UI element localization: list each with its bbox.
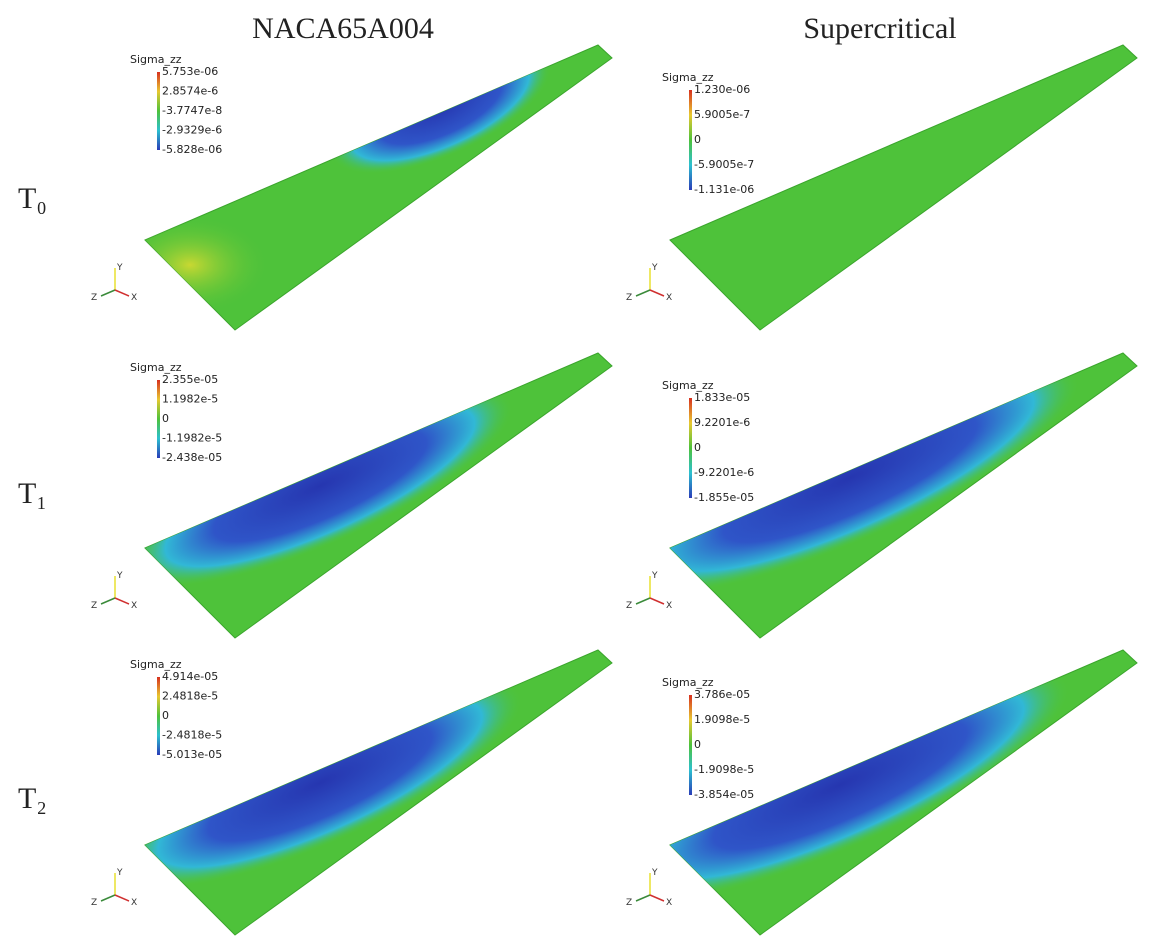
- panel: Sigma_zz5.753e-062.8574e-6-3.7747e-8-2.9…: [91, 15, 612, 330]
- legend-label: -9.2201e-6: [694, 466, 754, 479]
- axis-z: [101, 290, 115, 296]
- axis-x: [115, 598, 129, 604]
- color-bar: [157, 380, 160, 458]
- axis-label: X: [131, 293, 137, 303]
- legend-label: -2.438e-05: [162, 451, 222, 464]
- axis-label: Y: [651, 571, 658, 581]
- axis-label: Z: [91, 898, 97, 908]
- legend-label: 9.2201e-6: [694, 416, 750, 429]
- legend-label: 0: [694, 133, 701, 146]
- legend-label: 2.4818e-5: [162, 690, 218, 703]
- panel: Sigma_zz3.786e-051.9098e-50-1.9098e-5-3.…: [586, 627, 1137, 944]
- axis-label: Y: [116, 571, 123, 581]
- legend-label: 5.9005e-7: [694, 108, 750, 121]
- legend-label: -1.1982e-5: [162, 432, 222, 445]
- axis-z: [636, 895, 650, 901]
- legend-label: 0: [162, 709, 169, 722]
- axis-label: Z: [626, 898, 632, 908]
- legend-label: -1.131e-06: [694, 183, 754, 196]
- legend-label: -2.9329e-6: [162, 124, 222, 137]
- legend-label: 2.355e-05: [162, 373, 218, 386]
- figure: NACA65A004 Supercritical T₀ T₁ T₂ Sigma_…: [0, 0, 1159, 949]
- axis-label: Z: [91, 601, 97, 611]
- axis-label: X: [666, 293, 672, 303]
- legend-label: 1.1982e-5: [162, 393, 218, 406]
- stress-region: [586, 627, 1093, 944]
- axis-label: X: [131, 601, 137, 611]
- axis-label: Y: [116, 868, 123, 878]
- axis-x: [115, 895, 129, 901]
- row-label: T₁: [18, 477, 47, 510]
- axis-z: [101, 895, 115, 901]
- stress-region: [105, 348, 536, 625]
- axis-label: Z: [626, 601, 632, 611]
- legend-label: 1.230e-06: [694, 83, 750, 96]
- panel: Sigma_zz1.230e-065.9005e-70-5.9005e-7-1.…: [626, 29, 1137, 330]
- row-label: T₀: [18, 182, 47, 215]
- legend-label: -5.828e-06: [162, 143, 222, 156]
- axis-label: X: [666, 898, 672, 908]
- axis-z: [636, 598, 650, 604]
- axis-label: Y: [651, 263, 658, 273]
- legend-label: 0: [694, 441, 701, 454]
- wing-contours: [105, 348, 536, 625]
- axis-x: [115, 290, 129, 296]
- legend-label: 5.753e-06: [162, 65, 218, 78]
- legend-label: 0: [694, 738, 701, 751]
- axis-label: Y: [651, 868, 658, 878]
- axis-label: Z: [626, 293, 632, 303]
- legend-label: -3.854e-05: [694, 788, 754, 801]
- axis-label: X: [131, 898, 137, 908]
- panel: Sigma_zz1.833e-059.2201e-60-9.2201e-6-1.…: [596, 320, 1137, 638]
- legend-label: 0: [162, 412, 169, 425]
- axis-x: [650, 290, 664, 296]
- color-bar: [689, 695, 692, 795]
- wing-contours: [586, 627, 1093, 944]
- color-bar: [157, 677, 160, 755]
- panel: Sigma_zz2.355e-051.1982e-50-1.1982e-5-2.…: [91, 348, 612, 638]
- axis-label: X: [666, 601, 672, 611]
- column-header: Supercritical: [803, 12, 956, 45]
- row-label: T₂: [18, 782, 47, 815]
- legend-label: -5.013e-05: [162, 748, 222, 761]
- wing-contours: [596, 320, 1103, 637]
- stress-region: [596, 320, 1103, 637]
- legend-label: -3.7747e-8: [162, 104, 222, 117]
- axis-label: Z: [91, 293, 97, 303]
- legend-label: -1.855e-05: [694, 491, 754, 504]
- axis-z: [101, 598, 115, 604]
- axis-label: Y: [116, 263, 123, 273]
- axis-z: [636, 290, 650, 296]
- axis-x: [650, 598, 664, 604]
- legend-label: -1.9098e-5: [694, 763, 754, 776]
- legend-label: 4.914e-05: [162, 670, 218, 683]
- legend-label: 3.786e-05: [694, 688, 750, 701]
- color-bar: [689, 90, 692, 190]
- panel: Sigma_zz4.914e-052.4818e-50-2.4818e-5-5.…: [91, 639, 612, 935]
- legend-label: -5.9005e-7: [694, 158, 754, 171]
- legend-label: 2.8574e-6: [162, 85, 218, 98]
- color-bar: [157, 72, 160, 150]
- axis-x: [650, 895, 664, 901]
- legend-label: -2.4818e-5: [162, 729, 222, 742]
- legend-label: 1.9098e-5: [694, 713, 750, 726]
- column-header: NACA65A004: [252, 12, 434, 45]
- legend-label: 1.833e-05: [694, 391, 750, 404]
- color-bar: [689, 398, 692, 498]
